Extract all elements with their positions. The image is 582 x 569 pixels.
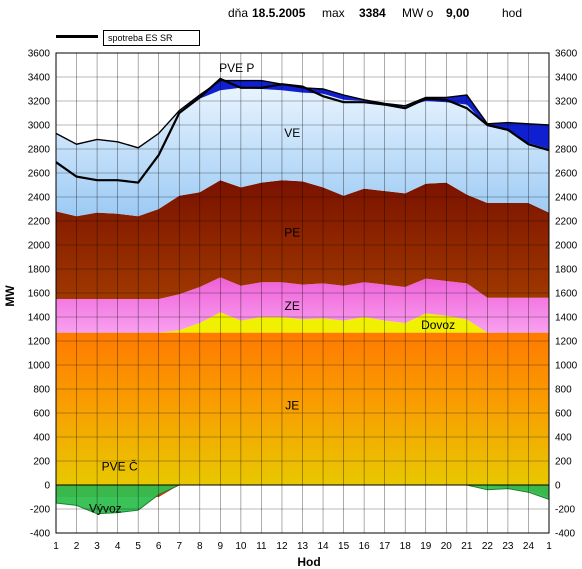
chart-legend: spotreba ES SR <box>54 30 200 46</box>
x-axis-title: Hod <box>297 555 320 569</box>
x-tick-label: 4 <box>115 541 121 552</box>
header-day-label: dňa <box>228 6 249 20</box>
y-tick-label-right: 600 <box>555 409 572 420</box>
area-labels: PVE P VE PE ZE Dovoz JE PVE Č Vývoz <box>89 61 455 515</box>
header-hour-value: 9,00 <box>446 6 470 20</box>
header-mw-label: MW o <box>402 6 434 20</box>
header-max-label: max <box>322 6 345 20</box>
y-tick-label-left: 2200 <box>28 217 51 228</box>
y-tick-label-right: 1800 <box>555 265 578 276</box>
x-tick-label: 10 <box>235 541 247 552</box>
label-vyvoz: Vývoz <box>89 502 122 516</box>
x-tick-label: 17 <box>379 541 391 552</box>
label-ze: ZE <box>285 299 300 313</box>
label-dovoz: Dovoz <box>421 318 455 332</box>
x-tick-label: 20 <box>441 541 453 552</box>
label-pve-p: PVE P <box>219 61 254 75</box>
x-tick-label: 22 <box>482 541 494 552</box>
x-tick-label: 1 <box>546 541 552 552</box>
x-tick-label: 16 <box>359 541 371 552</box>
label-je: JE <box>285 398 299 412</box>
y-tick-label-left: -200 <box>30 505 50 516</box>
x-tick-label: 14 <box>317 541 329 552</box>
y-axis-title: MW <box>3 285 17 307</box>
y-tick-label-right: 2800 <box>555 145 578 156</box>
line-spotreba <box>55 77 550 184</box>
x-tick-label: 1 <box>53 541 59 552</box>
y-axis-left: -400 -200 0 200 400 600 800 1000 1200 1400 1600 180… <box>28 49 51 540</box>
label-pe: PE <box>284 226 300 240</box>
y-tick-label-left: 1200 <box>28 337 51 348</box>
y-tick-label-left: 1600 <box>28 289 51 300</box>
x-tick-label: 8 <box>197 541 203 552</box>
y-tick-label-right: 1400 <box>555 313 578 324</box>
y-tick-label-right: 800 <box>555 385 572 396</box>
area-vyvoz <box>56 485 549 514</box>
x-tick-label: 23 <box>502 541 514 552</box>
y-tick-label-right: 3000 <box>555 121 578 132</box>
y-axis-right: -400 -200 0 200 400 600 800 1000 1200 1400 1600 180… <box>555 49 578 540</box>
y-tick-label-right: 2000 <box>555 241 578 252</box>
y-tick-label-left: 0 <box>44 481 50 492</box>
x-tick-label: 9 <box>218 541 224 552</box>
x-tick-label: 13 <box>297 541 309 552</box>
x-tick-label: 18 <box>400 541 412 552</box>
label-pve-c: PVE Č <box>102 459 138 474</box>
y-tick-label-left: 3200 <box>28 97 51 108</box>
y-tick-label-left: 1000 <box>28 361 51 372</box>
consumption-lines <box>55 77 550 184</box>
y-tick-label-left: 2400 <box>28 193 51 204</box>
y-tick-label-left: 3600 <box>28 49 51 60</box>
x-tick-label: 24 <box>523 541 535 552</box>
y-tick-label-left: 2000 <box>28 241 51 252</box>
y-tick-label-right: 1000 <box>555 361 578 372</box>
y-tick-label-right: -200 <box>555 505 575 516</box>
y-tick-label-right: 3400 <box>555 73 578 84</box>
header-max-value: 3384 <box>359 6 386 20</box>
x-tick-label: 7 <box>176 541 182 552</box>
y-tick-label-right: 200 <box>555 457 572 468</box>
legend-line-label: spotreba ES SR <box>103 30 200 46</box>
y-tick-label-right: 2600 <box>555 169 578 180</box>
x-tick-label: 21 <box>461 541 473 552</box>
x-tick-label: 6 <box>156 541 162 552</box>
y-tick-label-right: 1200 <box>555 337 578 348</box>
y-tick-label-left: 800 <box>33 385 50 396</box>
label-ve: VE <box>284 126 300 140</box>
plot-frame <box>55 52 550 534</box>
y-tick-label-left: 2600 <box>28 169 51 180</box>
grid-lines <box>55 52 550 534</box>
y-tick-label-left: 400 <box>33 433 50 444</box>
x-tick-label: 5 <box>135 541 141 552</box>
y-tick-label-right: 0 <box>555 481 561 492</box>
y-tick-label-right: 400 <box>555 433 572 444</box>
x-tick-label: 2 <box>74 541 80 552</box>
x-axis: 1 2 3 4 5 6 7 8 9 10 11 12 13 14 15 16 17 18 19 20 21 22 23 24 1 <box>53 541 552 552</box>
y-tick-label-left: 3000 <box>28 121 51 132</box>
y-tick-label-left: 200 <box>33 457 50 468</box>
y-tick-label-right: 2400 <box>555 193 578 204</box>
y-tick-label-left: 600 <box>33 409 50 420</box>
y-tick-label-left: 2800 <box>28 145 51 156</box>
x-tick-label: 19 <box>420 541 432 552</box>
y-tick-label-left: 1800 <box>28 265 51 276</box>
y-tick-label-right: 3200 <box>555 97 578 108</box>
y-tick-label-right: 2200 <box>555 217 578 228</box>
header-hod-label: hod <box>502 6 523 20</box>
header-date: 18.5.2005 <box>252 6 306 20</box>
y-tick-label-left: 1400 <box>28 313 51 324</box>
line-total-generation <box>55 79 550 149</box>
legend-line-swatch <box>56 35 98 38</box>
x-tick-label: 15 <box>338 541 350 552</box>
y-tick-label-right: -400 <box>555 529 575 540</box>
y-tick-label-right: 1600 <box>555 289 578 300</box>
y-tick-label-left: 3400 <box>28 73 51 84</box>
y-tick-label-right: 3600 <box>555 49 578 60</box>
x-tick-label: 11 <box>256 541 267 552</box>
chart-header: dňa 18.5.2005 max 3384 MW o 9,00 hod <box>0 6 582 22</box>
x-tick-label: 3 <box>94 541 100 552</box>
x-tick-label: 12 <box>276 541 288 552</box>
y-tick-label-left: -400 <box>30 529 50 540</box>
